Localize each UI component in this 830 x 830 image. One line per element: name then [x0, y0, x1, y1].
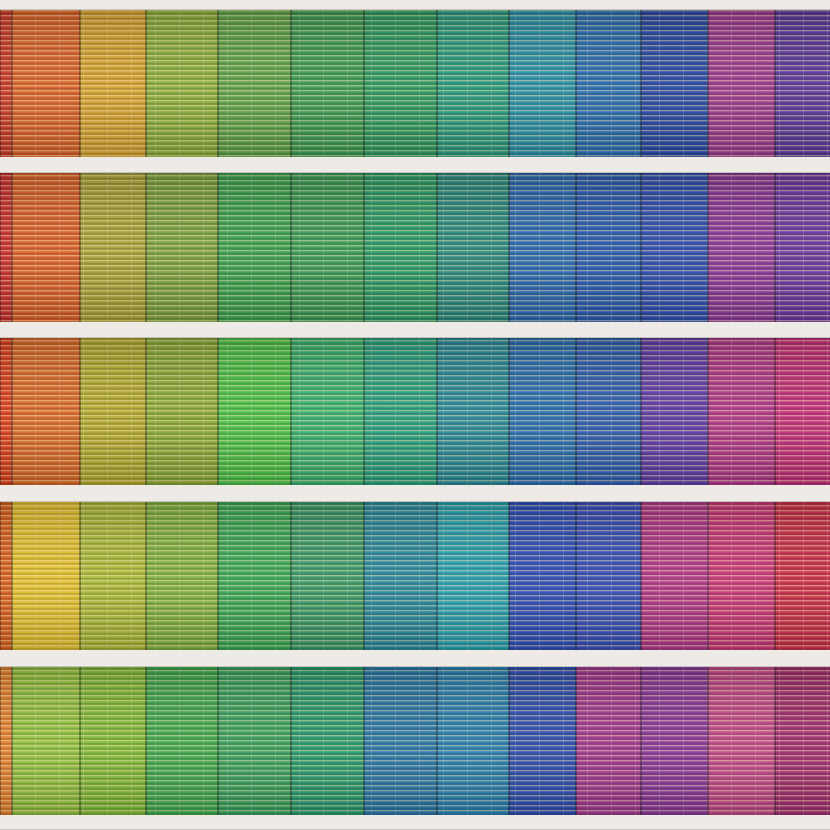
blind-shade [775, 173, 830, 322]
blind-shade [80, 173, 146, 322]
floor-band [0, 0, 830, 10]
blind-shade [437, 10, 509, 157]
blind-shade [576, 10, 641, 157]
blind-shade [12, 173, 80, 322]
floor-band [0, 485, 830, 502]
blind-shade [146, 10, 218, 157]
blind-shade [509, 667, 576, 815]
blind-shade [0, 667, 12, 815]
blind-shade [576, 173, 641, 322]
blind-shade [291, 10, 364, 157]
blind-shade [0, 10, 12, 157]
blind-shade [641, 338, 708, 485]
blind-shade [12, 338, 80, 485]
blind-shade [218, 338, 291, 485]
blind-shade [291, 502, 364, 650]
blind-shade [576, 502, 641, 650]
blind-shade [641, 10, 708, 157]
blind-shade [146, 173, 218, 322]
blind-shade [218, 502, 291, 650]
blind-shade [437, 667, 509, 815]
blind-shade [218, 10, 291, 157]
blind-shade [0, 338, 12, 485]
blind-shade [364, 502, 437, 650]
blind-shade [146, 502, 218, 650]
blind-shade [775, 10, 830, 157]
blind-shade [291, 338, 364, 485]
floor-band [0, 157, 830, 173]
blind-shade [641, 502, 708, 650]
blind-shade [509, 173, 576, 322]
floor-band [0, 815, 830, 830]
blind-shade [708, 173, 775, 322]
blind-shade [0, 502, 12, 650]
blind-shade [291, 667, 364, 815]
blind-shade [0, 173, 12, 322]
blind-shade [80, 502, 146, 650]
blind-shade [12, 10, 80, 157]
blind-shade [218, 667, 291, 815]
blind-shade [708, 10, 775, 157]
floor-band [0, 650, 830, 667]
blind-shade [12, 667, 80, 815]
blind-shade [146, 338, 218, 485]
blind-shade [80, 338, 146, 485]
blind-shade [775, 667, 830, 815]
blind-shade [291, 173, 364, 322]
blind-shade [775, 502, 830, 650]
blind-shade [437, 338, 509, 485]
blind-shade [576, 338, 641, 485]
blind-shade [708, 667, 775, 815]
blind-shade [364, 10, 437, 157]
blind-shade [509, 338, 576, 485]
blind-shade [775, 338, 830, 485]
blind-shade [509, 10, 576, 157]
blind-shade [437, 173, 509, 322]
blind-shade [364, 667, 437, 815]
blind-shade [576, 667, 641, 815]
blind-shade [364, 173, 437, 322]
window-panels [0, 10, 830, 815]
blind-shade [146, 667, 218, 815]
floor-band [0, 322, 830, 338]
blind-shade [708, 338, 775, 485]
blind-shade [80, 667, 146, 815]
blind-shade [509, 502, 576, 650]
blind-shade [218, 173, 291, 322]
blind-shade [641, 173, 708, 322]
blind-shade [12, 502, 80, 650]
blind-shade [80, 10, 146, 157]
blind-shade [641, 667, 708, 815]
blind-shade [708, 502, 775, 650]
blind-shade [437, 502, 509, 650]
blind-shade [364, 338, 437, 485]
